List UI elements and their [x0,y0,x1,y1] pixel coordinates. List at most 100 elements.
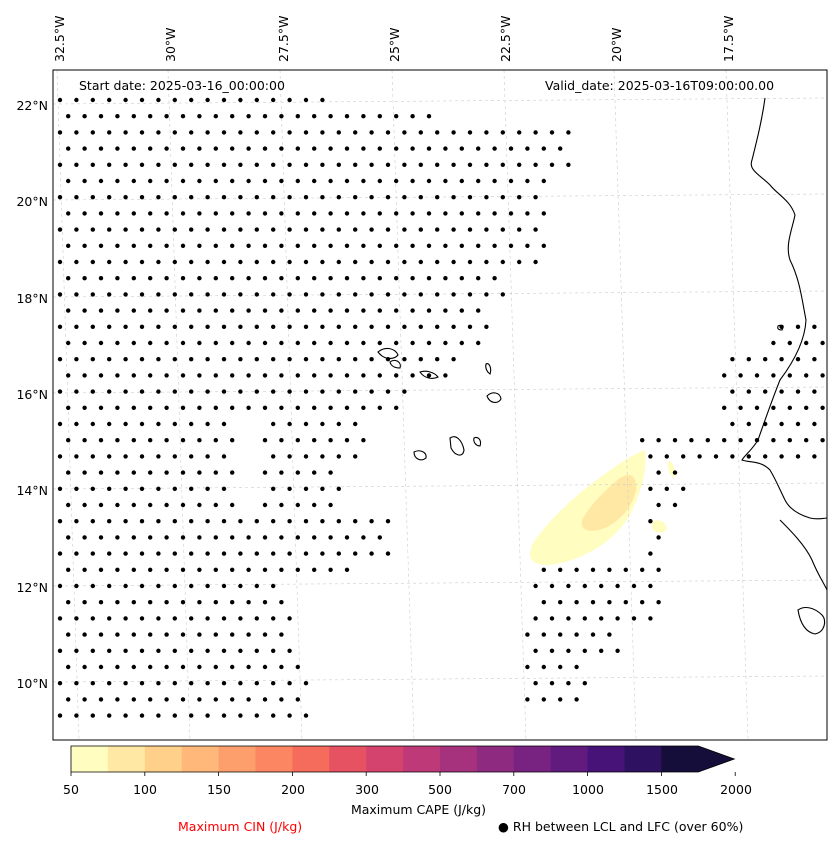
rh-dot [451,357,456,362]
rh-dot [213,405,218,410]
rh-dot [804,438,809,443]
rh-dot [525,697,530,702]
rh-dot [385,292,391,297]
rh-dot [57,486,63,491]
rh-dot [328,276,333,281]
rh-dot [648,519,653,524]
rh-dot [189,681,194,686]
rh-dot [508,211,514,216]
rh-dot [746,357,751,362]
rh-dot [213,211,218,216]
rh-dot [66,243,71,248]
rh-dot [533,681,538,686]
rh-dot [107,486,112,491]
rh-dot [549,130,555,135]
rh-dot [418,195,423,200]
rh-dot [820,340,825,346]
rh-dot [320,357,325,362]
rh-dot [418,259,423,265]
rh-dot [631,616,637,621]
rh-dot [115,470,120,475]
rh-dot [295,276,300,281]
colorbar-segment [513,746,552,772]
rh-dot [98,632,104,637]
rh-dot [205,97,210,103]
rh-dot [172,648,177,653]
rh-dot [320,195,325,200]
rh-dot [123,486,128,491]
rh-dot [221,259,227,265]
rh-dot [197,664,202,670]
rh-dot [205,389,210,394]
rh-dot [287,259,292,265]
rh-dot [123,681,128,686]
rh-dot [369,195,374,200]
rh-dot [418,357,423,362]
rh-dot [467,130,473,135]
rh-dot [697,454,702,459]
rh-dot [312,243,317,248]
rh-dot [279,438,284,443]
rh-dot [156,583,161,589]
rh-dot [246,373,251,378]
rh-dot [180,243,186,248]
rh-dot [148,308,153,313]
rh-dot [312,535,317,540]
rh-dot [779,357,784,362]
rh-dot [361,535,366,540]
rh-dot [164,340,169,346]
rh-dot [98,146,104,151]
rh-dot [123,648,128,653]
rh-dot [107,713,112,718]
rh-dot [435,162,440,167]
rh-dot [74,357,79,362]
rh-dot [213,470,218,475]
rh-dot [476,146,481,151]
rh-dot [115,114,120,119]
rh-dot [525,664,530,670]
cape-region-50 [529,450,646,565]
rh-dot [369,292,374,297]
rh-dot [271,389,276,394]
rh-dot [394,211,399,216]
rh-dot [435,195,440,200]
rh-dot [180,211,186,216]
rh-dot [402,259,407,265]
rh-dot [148,600,153,605]
rh-dot [90,486,96,491]
rh-dot [369,259,374,265]
rh-dot [82,340,87,346]
rh-dot [541,567,546,572]
lat-gridline [53,579,827,587]
rh-dot [353,195,358,200]
rh-dot [492,178,497,184]
rh-dot [148,664,153,670]
rh-dot [492,211,497,216]
rh-dot [730,454,735,459]
rh-dot [107,162,112,167]
rh-dot [221,519,227,524]
rh-dot [336,324,341,329]
rh-dot [148,470,153,475]
rh-dot [672,470,678,475]
rh-dot [238,195,243,200]
rh-dot [631,583,637,589]
rh-dot [98,600,104,605]
rh-dot [279,535,284,540]
rh-dot [131,697,136,702]
colorbar-segment [218,746,256,772]
rh-dot [123,130,128,135]
rh-dot [139,486,145,491]
rh-dot [312,276,317,281]
rh-dot [107,616,112,621]
rh-dot [205,421,210,427]
rh-dot [713,454,719,459]
rh-dot [361,178,366,184]
rh-dot [599,616,604,621]
rh-dot [156,227,161,232]
rh-dot [180,438,186,443]
rh-dot [779,389,784,394]
lat-label-10n: 10°N [16,676,48,691]
rh-dot [74,130,79,135]
rh-dot [254,357,259,362]
